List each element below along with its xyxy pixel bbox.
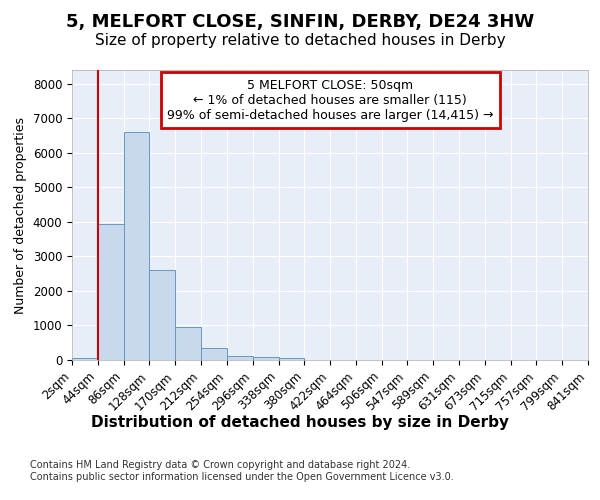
Bar [98, 224, 124, 360]
Bar [124, 132, 149, 360]
Bar [149, 270, 175, 360]
Text: Size of property relative to detached houses in Derby: Size of property relative to detached ho… [95, 32, 505, 48]
Bar [175, 327, 201, 360]
Text: Contains HM Land Registry data © Crown copyright and database right 2024.
Contai: Contains HM Land Registry data © Crown c… [30, 460, 454, 481]
Bar [201, 348, 227, 360]
Text: 5, MELFORT CLOSE, SINFIN, DERBY, DE24 3HW: 5, MELFORT CLOSE, SINFIN, DERBY, DE24 3H… [66, 12, 534, 30]
Y-axis label: Number of detached properties: Number of detached properties [14, 116, 27, 314]
Text: 5 MELFORT CLOSE: 50sqm
← 1% of detached houses are smaller (115)
99% of semi-det: 5 MELFORT CLOSE: 50sqm ← 1% of detached … [167, 78, 493, 122]
Bar [227, 356, 253, 360]
Bar [72, 358, 98, 360]
Bar [278, 358, 304, 360]
Text: Distribution of detached houses by size in Derby: Distribution of detached houses by size … [91, 415, 509, 430]
Bar [253, 357, 278, 360]
